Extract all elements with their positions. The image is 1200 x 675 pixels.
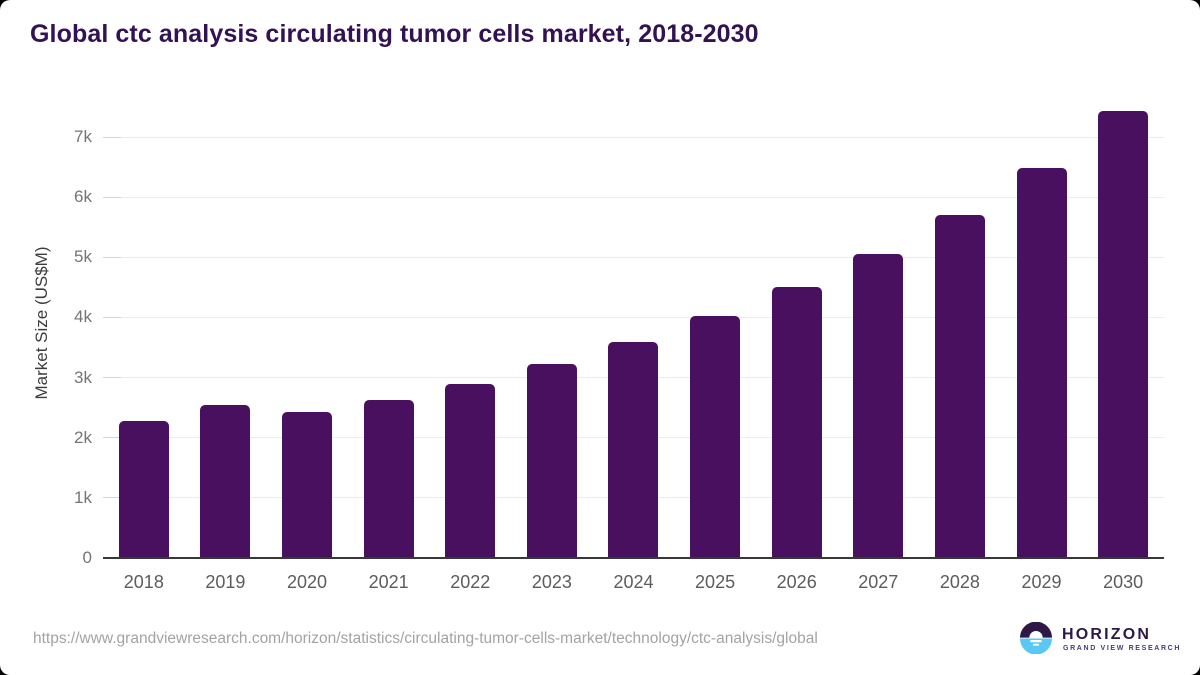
x-tick-label-2028: 2028 <box>939 572 980 592</box>
bar-2021 <box>363 399 414 558</box>
x-axis-line <box>103 556 1164 559</box>
bar-2023 <box>526 363 577 558</box>
y-tick-label-3k: 3k <box>74 367 92 387</box>
band-2028 <box>919 137 1001 558</box>
bar-2019 <box>200 404 251 558</box>
band-2022 <box>429 137 511 558</box>
horizon-logo: HORIZON GRAND VIEW RESEARCH <box>1020 621 1180 657</box>
y-tick-label-1k: 1k <box>74 487 92 507</box>
y-tick-label-5k: 5k <box>74 247 92 267</box>
x-tick-label-2025: 2025 <box>695 572 736 592</box>
bar-2029 <box>1016 167 1067 558</box>
gridline-7000 <box>103 136 1164 138</box>
bar-2022 <box>445 384 496 558</box>
x-tick-label-2029: 2029 <box>1021 572 1062 592</box>
source-url: https://www.grandviewresearch.com/horizo… <box>33 630 818 647</box>
bar-2024 <box>608 342 659 558</box>
y-tick-label-0: 0 <box>82 548 92 567</box>
bar-series <box>103 110 1164 558</box>
band-2029 <box>1001 137 1083 558</box>
horizon-sun-icon <box>1020 622 1052 654</box>
chart-title: Global ctc analysis circulating tumor ce… <box>30 20 759 48</box>
logo-subtitle: GRAND VIEW RESEARCH <box>1063 645 1182 652</box>
x-tick-label-2026: 2026 <box>776 572 817 592</box>
bar-2018 <box>118 420 169 558</box>
bar-2026 <box>771 287 822 558</box>
band-2018 <box>103 137 185 558</box>
gridline-5000 <box>103 256 1164 258</box>
x-axis-tick-labels: 2018 2019 2020 2021 2022 2023 2024 2025 2026 2027… <box>103 571 1164 593</box>
bar-2020 <box>282 412 333 558</box>
x-tick-label-2027: 2027 <box>858 572 899 592</box>
x-tick-label-2030: 2030 <box>1103 572 1144 592</box>
band-2023 <box>511 137 593 558</box>
band-2024 <box>593 137 675 558</box>
bar-2030 <box>1098 110 1149 558</box>
x-tick-label-2024: 2024 <box>613 572 654 592</box>
band-2027 <box>837 137 919 558</box>
y-tick-label-7k: 7k <box>74 127 92 146</box>
bar-2025 <box>690 315 741 558</box>
x-tick-label-2020: 2020 <box>287 572 328 592</box>
bar-2027 <box>853 254 904 558</box>
gridline-4000 <box>103 316 1164 318</box>
x-tick-label-2022: 2022 <box>450 572 491 592</box>
x-tick-label-2019: 2019 <box>205 572 246 592</box>
x-tick-label-2023: 2023 <box>531 572 572 592</box>
band-2021 <box>348 137 430 558</box>
y-tick-label-4k: 4k <box>74 307 92 327</box>
y-tick-label-6k: 6k <box>74 187 92 207</box>
logo-wordmark: HORIZON <box>1062 626 1152 643</box>
y-tick-label-2k: 2k <box>74 427 92 447</box>
plot-area <box>103 110 1164 558</box>
band-2026 <box>756 137 838 558</box>
x-tick-label-2018: 2018 <box>123 572 164 592</box>
bar-2028 <box>934 215 985 558</box>
x-tick-label-2021: 2021 <box>368 572 409 592</box>
band-2020 <box>266 137 348 558</box>
band-2025 <box>674 137 756 558</box>
gridline-6000 <box>103 196 1164 198</box>
band-2030 <box>1082 110 1164 558</box>
band-2019 <box>185 137 267 558</box>
y-axis-tick-labels: 0 1k 2k 3k 4k 5k 6k 7k <box>30 127 92 567</box>
